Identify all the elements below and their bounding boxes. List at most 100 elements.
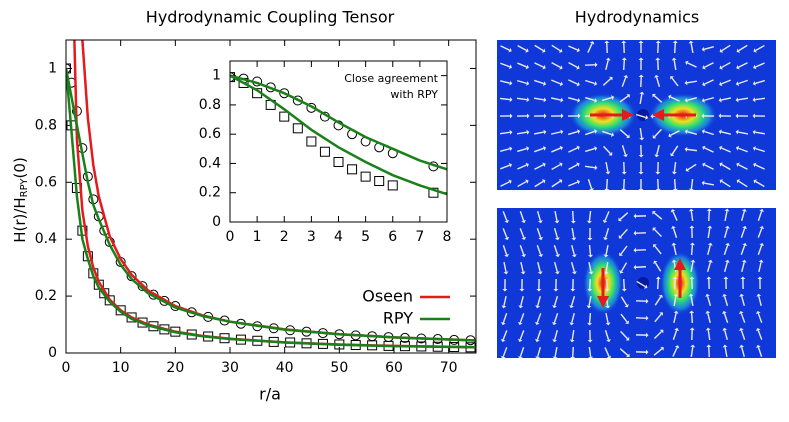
flow-arrow-head [684, 80, 688, 86]
flow-arrow-head [538, 253, 544, 258]
flow-arrow [605, 59, 609, 71]
flow-arrow-head [702, 162, 706, 168]
flow-arrow [757, 228, 763, 238]
flow-arrow-head [554, 237, 560, 241]
flow-arrow-head [552, 305, 557, 309]
flow-arrow [502, 245, 508, 255]
y-label-sub: RPY [19, 178, 30, 198]
flow-arrow [519, 245, 525, 255]
flow-arrow [568, 130, 578, 136]
flow-arrow-head [701, 46, 705, 52]
flow-arrow-head [541, 48, 546, 53]
flow-arrow [721, 79, 731, 85]
flow-arrow-head [752, 97, 756, 103]
flow-arrow-head [603, 237, 608, 241]
flow-arrow [721, 147, 731, 153]
flow-arrow [690, 261, 694, 273]
flow-arrow-head [604, 288, 610, 292]
flow-arrow-head [739, 293, 745, 297]
flow-arrow-head [655, 188, 661, 190]
flow-arrow-head [594, 62, 598, 68]
flow-arrow-head [626, 94, 631, 99]
flow-arrow-head [645, 115, 649, 120]
flow-arrow [673, 295, 677, 307]
flow-arrow-head [577, 113, 581, 119]
flow-arrow [757, 245, 763, 255]
flow-arrow [723, 296, 729, 306]
flow-arrow [584, 165, 596, 169]
flow-arrow [568, 181, 578, 187]
x-tick-label: 3 [307, 229, 316, 245]
flow-arrow [690, 210, 694, 222]
flow-arrow [690, 295, 694, 307]
flow-arrow-head [604, 188, 610, 190]
flow-arrow-head [685, 167, 690, 172]
flow-arrow-head [724, 259, 730, 263]
flow-arrow-head [639, 91, 645, 95]
flow-arrow-head [576, 47, 580, 53]
flow-arrow-head [705, 310, 711, 314]
flow-arrow-head [638, 74, 644, 78]
flow-arrow [551, 147, 561, 153]
flow-arrow [568, 45, 578, 51]
flow-arrow [605, 312, 609, 324]
flow-arrow-head [689, 242, 695, 246]
flow-arrow [588, 295, 592, 307]
flow-arrow-head [587, 339, 593, 343]
flow-arrow [502, 211, 508, 221]
flow-arrow-head [606, 355, 612, 358]
flow-arrow [673, 59, 677, 71]
flow-arrow-head [500, 321, 506, 326]
flow-arrow-head [673, 310, 679, 314]
flow-arrow [639, 127, 643, 139]
flow-arrow [517, 180, 527, 188]
flow-arrow [500, 45, 510, 51]
square-marker [126, 312, 137, 323]
flow-arrow [706, 262, 712, 272]
flow-arrow [738, 62, 748, 68]
flow-arrow-head [755, 310, 761, 315]
flow-arrow-head [535, 305, 541, 309]
flow-arrow-head [534, 321, 540, 326]
flow-arrow-head [633, 230, 637, 236]
flow-arrow-head [588, 271, 594, 275]
y-tick-label: 0.6 [35, 174, 57, 190]
flow-arrow-head [753, 179, 757, 184]
flow-arrow [687, 163, 697, 171]
flow-arrow-head [569, 322, 575, 326]
flow-arrow-head [508, 179, 512, 185]
flow-arrow [621, 77, 627, 87]
flow-arrow-head [718, 97, 722, 103]
flow-arrow [741, 261, 745, 273]
flow-arrow-head [668, 133, 672, 138]
flow-arrow-head [526, 113, 530, 119]
flow-arrow [654, 296, 662, 306]
flow-arrow-head [655, 276, 661, 280]
flow-arrow-head [608, 151, 613, 156]
flow-arrow-head [623, 74, 629, 79]
flow-arrow [551, 79, 561, 85]
flow-arrow-head [739, 344, 745, 348]
flow-arrow [740, 245, 746, 255]
flow-arrow-head [652, 93, 656, 98]
flow-arrow [604, 228, 610, 238]
flow-arrow-head [502, 288, 508, 292]
y-tick-label: 1 [48, 60, 57, 76]
flow-arrow-head [688, 188, 694, 190]
flow-arrow [536, 245, 542, 255]
flow-arrow-head [654, 74, 659, 78]
flow-arrow [502, 347, 508, 357]
flow-arrow [755, 79, 765, 85]
flow-map-bottom [497, 208, 776, 358]
flow-arrow [500, 181, 510, 187]
flow-arrow [721, 180, 731, 188]
flow-arrow-head [655, 57, 661, 61]
chart: 0 1 2 3 4 5 6 7 8 0 0.2 0.4 0.6 0.8 1 Close agreement wi… [199, 60, 451, 245]
x-tick-label: 50 [330, 360, 348, 376]
flow-arrow-head [525, 162, 529, 168]
flow-arrow [519, 211, 525, 221]
flow-arrow [517, 62, 527, 68]
flow-arrow [622, 59, 626, 71]
flow-arrow-head [586, 305, 592, 309]
flow-arrow [516, 79, 528, 85]
